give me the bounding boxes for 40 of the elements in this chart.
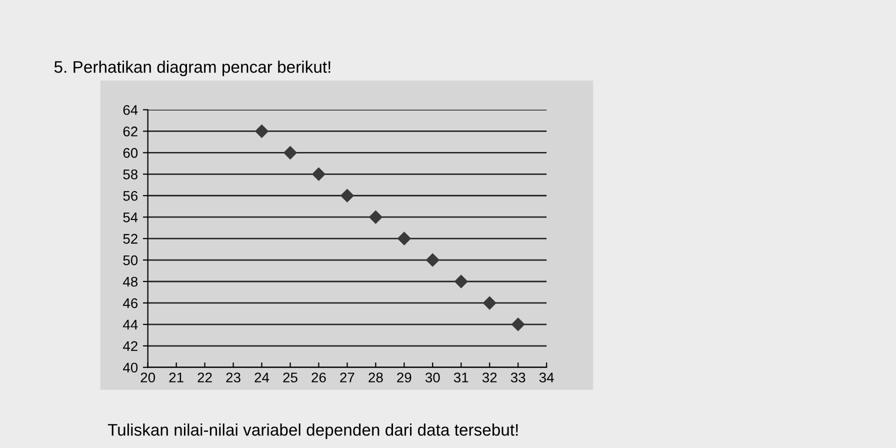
y-tick-label: 48 <box>122 276 138 287</box>
y-tick-label: 56 <box>123 190 138 201</box>
y-tick-label: 54 <box>123 212 138 222</box>
text: Tuliskan nilai-nilai variabel dependen dari data tersebut! <box>108 424 518 440</box>
point <box>483 296 496 310</box>
x-tick-label: 21 <box>169 372 184 382</box>
point <box>284 146 297 160</box>
x-tick-label: 32 <box>482 372 497 382</box>
x-tick-label: 26 <box>312 372 326 382</box>
y-tick-label: 46 <box>122 298 138 308</box>
x-tick-label: 33 <box>510 372 526 382</box>
x-tick-label: 30 <box>425 372 440 382</box>
point <box>255 124 268 138</box>
x-tick-label: 34 <box>539 372 554 382</box>
y-tick-label: 50 <box>123 255 138 266</box>
x-tick-label: 31 <box>454 372 468 382</box>
x-tick-label: 28 <box>368 372 383 382</box>
point <box>426 253 440 267</box>
x-tick-label: 29 <box>397 372 412 382</box>
x-tick-label: 25 <box>283 372 298 382</box>
x-tick-label: 23 <box>226 372 240 382</box>
y-tick-label: 52 <box>123 234 138 244</box>
y-tick-label: 58 <box>123 169 138 180</box>
point <box>369 210 382 224</box>
y-tick-label: 44 <box>122 320 138 330</box>
point <box>454 274 468 288</box>
x-tick-label: 20 <box>140 372 156 382</box>
point <box>340 189 354 202</box>
x-tick-label: 27 <box>340 372 354 382</box>
y-tick-label: 60 <box>123 148 138 158</box>
x-tick-label: 24 <box>254 372 270 382</box>
y-tick-label: 40 <box>122 362 138 373</box>
y-tick-label: 42 <box>122 341 138 351</box>
y-tick-label: 64 <box>123 105 138 115</box>
point <box>398 232 411 246</box>
y-tick-label: 62 <box>123 126 138 136</box>
x-tick-label: 22 <box>198 372 212 382</box>
chart-title: 5. Perhatikan diagram pencar berikut! <box>54 60 330 76</box>
point <box>312 168 326 181</box>
point <box>511 318 525 332</box>
